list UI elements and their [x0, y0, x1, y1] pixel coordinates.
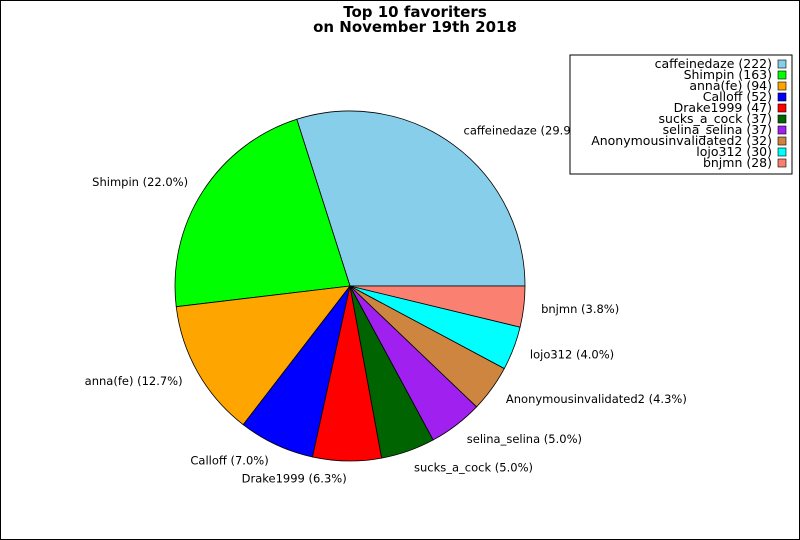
legend-entry-label: Shimpin (163) [684, 67, 772, 82]
legend-entry-label: Anonymousinvalidated2 (32) [591, 133, 772, 148]
legend-swatch [777, 103, 787, 113]
legend-swatch [777, 125, 787, 135]
legend-swatch [777, 59, 787, 69]
slice-label: anna(fe) (12.7%) [85, 374, 183, 388]
legend-swatch [777, 147, 787, 157]
chart-title-line-1: Top 10 favoriters [343, 3, 487, 21]
legend-box [569, 54, 793, 175]
pie-labels: caffeinedaze (29.9%) Shimpin (22.0%) anna(… [85, 124, 687, 486]
legend-entry-label: Calloff (52) [703, 89, 772, 104]
slice-label: selina_selina (5.0%) [467, 432, 582, 446]
chart-title-line-2: on November 19th 2018 [313, 18, 517, 36]
legend-entry-label: caffeinedaze (222) [655, 56, 772, 71]
legend-entry-label: sucks_a_cock (37) [659, 111, 772, 126]
slice-label: Calloff (7.0%) [190, 454, 268, 468]
slice-label: lojo312 (4.0%) [530, 348, 614, 362]
legend-entry-label: lojo312 (30) [696, 144, 772, 159]
pie-slice [175, 285, 351, 426]
slice-label: Shimpin (22.0%) [92, 175, 188, 189]
legend-entry-label: Drake1999 (47) [674, 100, 772, 115]
legend-swatch [777, 92, 787, 102]
slice-label: Drake1999 (6.3%) [242, 472, 347, 486]
slice-label: Anonymousinvalidated2 (4.3%) [506, 392, 687, 406]
legend-swatch [777, 81, 787, 91]
legend-entry-label: anna(fe) (94) [689, 78, 772, 93]
legend: caffeinedaze (222)Shimpin (163)anna(fe) … [569, 54, 793, 175]
pie-slice [296, 110, 526, 287]
slice-label: caffeinedaze (29.9%) [464, 124, 587, 138]
legend-swatch [777, 158, 787, 168]
slice-label: sucks_a_cock (5.0%) [414, 461, 533, 475]
legend-entry-label: bnjmn (28) [703, 155, 772, 170]
legend-swatch [777, 70, 787, 80]
pie-slice [174, 118, 351, 308]
pie-slices [174, 110, 526, 462]
pie-slice [349, 285, 526, 328]
legend-entry-label: selina_selina (37) [663, 122, 772, 137]
legend-swatch [777, 136, 787, 146]
legend-swatch [777, 114, 787, 124]
slice-label: bnjmn (3.8%) [541, 302, 619, 316]
